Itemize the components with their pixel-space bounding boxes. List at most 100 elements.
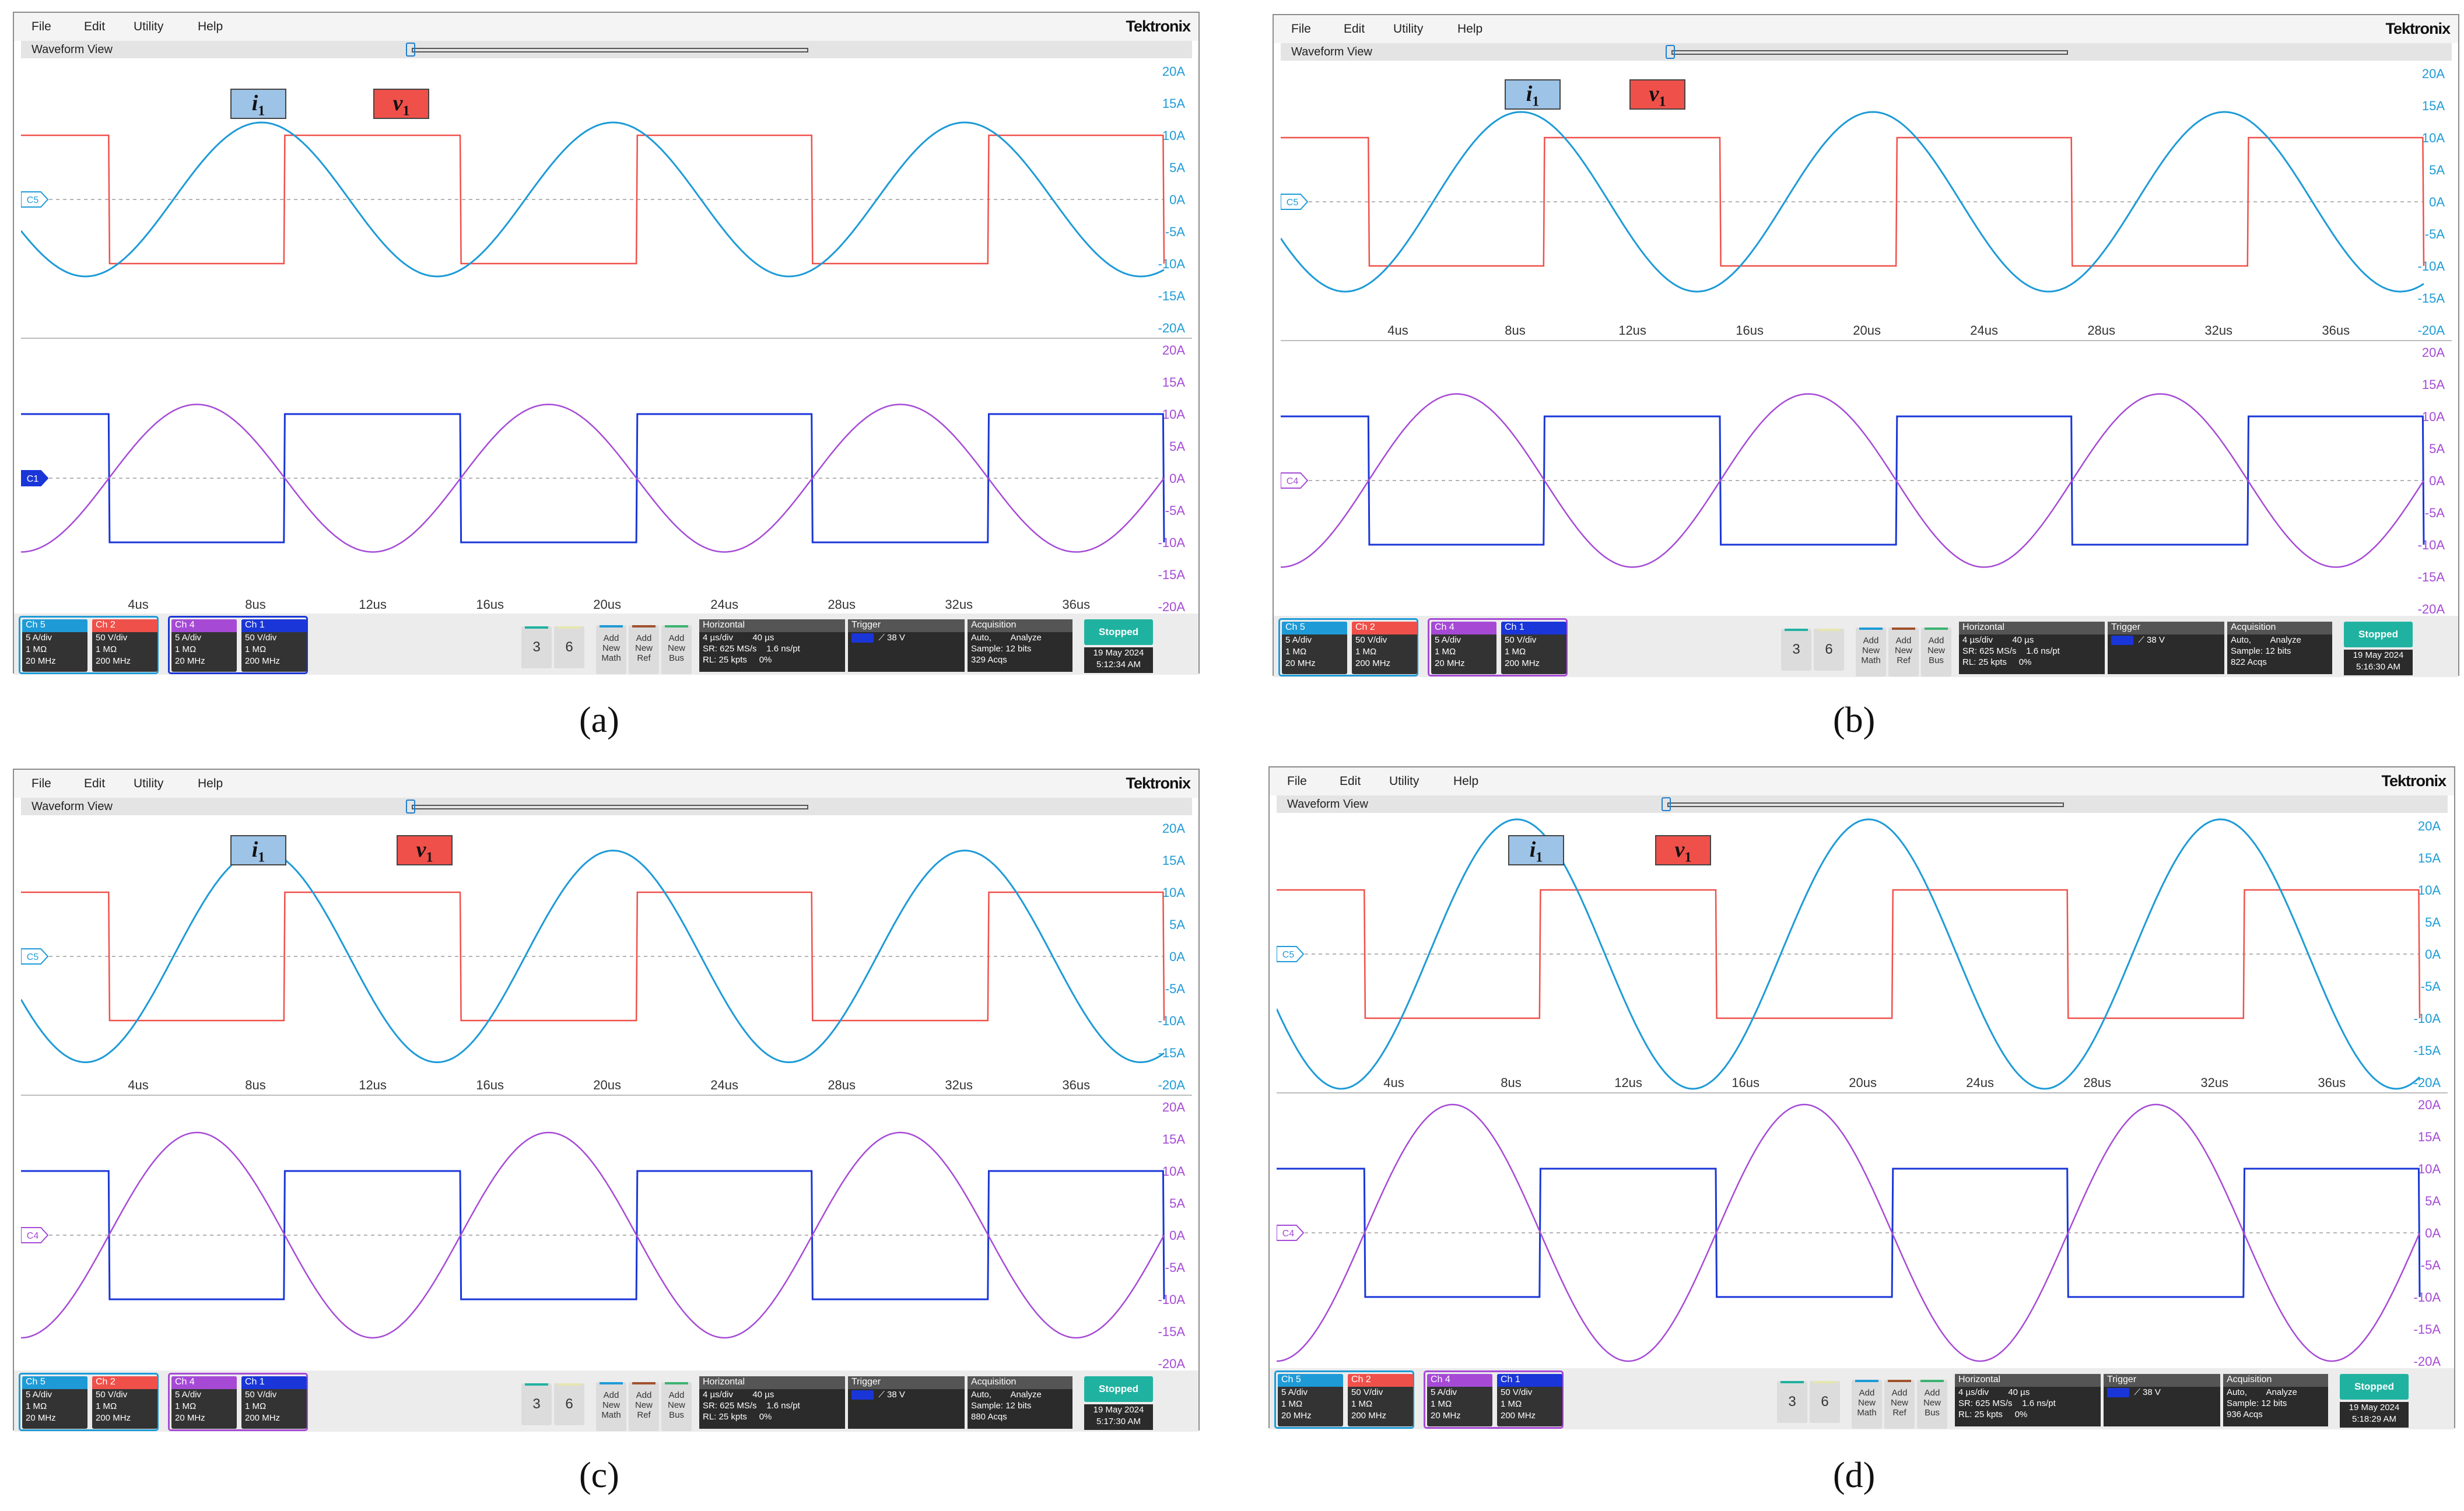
trigger-settings[interactable]: Trigger ⟋ 38 V [848, 1376, 965, 1429]
badge-ch1[interactable]: Ch 1 50 V/div 1 MΩ 200 MHz [241, 619, 307, 672]
add-bus-button[interactable]: Add New Bus [661, 1382, 692, 1431]
run-stop-status[interactable]: Stopped [2344, 622, 2413, 647]
trigger-settings[interactable]: Trigger ⟋ 38 V [2104, 1374, 2220, 1426]
add-bus-button[interactable]: Add New Bus [1917, 1380, 1947, 1429]
menu-help[interactable]: Help [1453, 774, 1479, 788]
menu-file[interactable]: File [1287, 774, 1307, 788]
channel-offset-marker[interactable] [1281, 472, 1309, 489]
waveform-count-button[interactable]: 3 [521, 1383, 552, 1425]
menu-help[interactable]: Help [198, 777, 223, 790]
top-axis-label: 5A [2429, 163, 2445, 177]
add-ref-button[interactable]: Add New Ref [629, 1382, 659, 1431]
acquisition-settings[interactable]: Acquisition Auto, Analyze Sample: 12 bits 3… [968, 619, 1072, 672]
add-ref-button[interactable]: Add New Ref [1884, 1380, 1915, 1429]
trigger-position-marker[interactable] [1666, 45, 1675, 59]
menu-edit[interactable]: Edit [1340, 774, 1361, 788]
channel-offset-marker[interactable] [1277, 946, 1305, 962]
horizontal-settings[interactable]: Horizontal 4 µs/div 40 µs SR: 625 MS/s 1.6… [699, 1376, 845, 1429]
menu-help[interactable]: Help [198, 20, 223, 33]
acquisition-settings[interactable]: Acquisition Auto, Analyze Sample: 12 bits 9… [2223, 1374, 2328, 1426]
menu-utility[interactable]: Utility [134, 20, 164, 33]
badge-ch2[interactable]: Ch 2 50 V/div 1 MΩ 200 MHz [92, 619, 157, 672]
bottom-axis-label: 15A [1162, 375, 1185, 390]
record-timeline[interactable] [1671, 50, 2068, 55]
menu-utility[interactable]: Utility [1389, 774, 1419, 788]
horizontal-settings[interactable]: Horizontal 4 µs/div 40 µs SR: 625 MS/s 1.6… [1955, 1374, 2101, 1426]
waveform-count-button[interactable]: 3 [521, 626, 552, 668]
voltage-annotation: v1 [373, 89, 429, 119]
menu-utility[interactable]: Utility [1393, 22, 1424, 36]
add-ref-button[interactable]: Add New Ref [1888, 627, 1919, 676]
horizontal-line: RL: 25 kpts 0% [703, 655, 772, 665]
badge-ch1[interactable]: Ch 1 50 V/div 1 MΩ 200 MHz [1497, 1374, 1562, 1426]
channel-offset-marker[interactable] [21, 470, 49, 486]
menu-utility[interactable]: Utility [134, 777, 164, 790]
horizontal-settings[interactable]: Horizontal 4 µs/div 40 µs SR: 625 MS/s 1.6… [699, 619, 845, 672]
channel-offset-marker[interactable] [21, 948, 49, 965]
channel-offset-marker[interactable] [1281, 194, 1309, 210]
time-tick-label: 16us [476, 1078, 504, 1092]
top-axis-label: 0A [1169, 949, 1185, 964]
waveform-count-button[interactable]: 6 [554, 626, 584, 668]
badge-ch2[interactable]: Ch 2 50 V/div 1 MΩ 200 MHz [1352, 622, 1417, 674]
time-tick-label: 24us [710, 1078, 738, 1092]
top-axis-label: 20A [1162, 821, 1185, 836]
acquisition-settings[interactable]: Acquisition Auto, Analyze Sample: 12 bits 8… [968, 1376, 1072, 1429]
run-stop-status[interactable]: Stopped [1084, 1376, 1153, 1402]
channel-offset-marker[interactable] [21, 1227, 49, 1243]
top-axis-label: 10A [2422, 131, 2445, 145]
add-math-button[interactable]: Add New Math [596, 625, 626, 674]
menu-file[interactable]: File [31, 20, 51, 33]
trigger-settings[interactable]: Trigger ⟋ 38 V [2108, 622, 2224, 674]
badge-line: 5 A/div [1281, 1387, 1308, 1397]
menu-file[interactable]: File [31, 777, 51, 790]
badge-ch2[interactable]: Ch 2 50 V/div 1 MΩ 200 MHz [92, 1376, 157, 1429]
menu-edit[interactable]: Edit [1344, 22, 1365, 36]
badge-ch1[interactable]: Ch 1 50 V/div 1 MΩ 200 MHz [1501, 622, 1566, 674]
horizontal-line: SR: 625 MS/s 1.6 ns/pt [703, 644, 800, 654]
add-bus-button[interactable]: Add New Bus [1921, 627, 1951, 676]
menu-edit[interactable]: Edit [84, 777, 106, 790]
waveform-count-button[interactable]: 6 [554, 1383, 584, 1425]
record-timeline[interactable] [1667, 802, 2064, 807]
add-math-button[interactable]: Add New Math [1856, 627, 1886, 676]
badge-ch1[interactable]: Ch 1 50 V/div 1 MΩ 200 MHz [241, 1376, 307, 1429]
waveform-count-button[interactable]: 3 [1777, 1381, 1807, 1423]
time-tick-label: 8us [1505, 323, 1525, 338]
record-timeline[interactable] [412, 805, 808, 809]
acquisition-settings[interactable]: Acquisition Auto, Analyze Sample: 12 bits 8… [2227, 622, 2332, 674]
trigger-position-marker[interactable] [1662, 797, 1671, 811]
menu-file[interactable]: File [1291, 22, 1311, 36]
add-math-button[interactable]: Add New Math [596, 1382, 626, 1431]
run-stop-status[interactable]: Stopped [1084, 619, 1153, 645]
trigger-position-marker[interactable] [406, 43, 415, 57]
bottom-axis-label: -20A [2414, 1354, 2441, 1368]
waveform-count-button[interactable]: 6 [1814, 629, 1844, 671]
trigger-settings[interactable]: Trigger ⟋ 38 V [848, 619, 965, 672]
menu-help[interactable]: Help [1457, 22, 1483, 36]
record-timeline[interactable] [412, 48, 808, 52]
bottom-axis-label: 15A [2422, 377, 2445, 392]
horizontal-settings[interactable]: Horizontal 4 µs/div 40 µs SR: 625 MS/s 1.6… [1959, 622, 2105, 674]
add-math-button[interactable]: Add New Math [1852, 1380, 1882, 1429]
channel-offset-marker[interactable] [21, 191, 49, 208]
brand-logo: Tektronix [1126, 17, 1191, 35]
add-bus-button[interactable]: Add New Bus [661, 625, 692, 674]
top-axis-label: -20A [1158, 321, 1186, 335]
badge-ch2[interactable]: Ch 2 50 V/div 1 MΩ 200 MHz [1348, 1374, 1413, 1426]
menu-edit[interactable]: Edit [84, 20, 106, 33]
add-ref-button[interactable]: Add New Ref [629, 625, 659, 674]
run-stop-status[interactable]: Stopped [2340, 1374, 2409, 1400]
channel-offset-marker[interactable] [1277, 1225, 1305, 1241]
trigger-position-marker[interactable] [406, 800, 415, 814]
waveform-count-button[interactable]: 6 [1810, 1381, 1840, 1423]
waveform-count-button[interactable]: 3 [1781, 629, 1811, 671]
